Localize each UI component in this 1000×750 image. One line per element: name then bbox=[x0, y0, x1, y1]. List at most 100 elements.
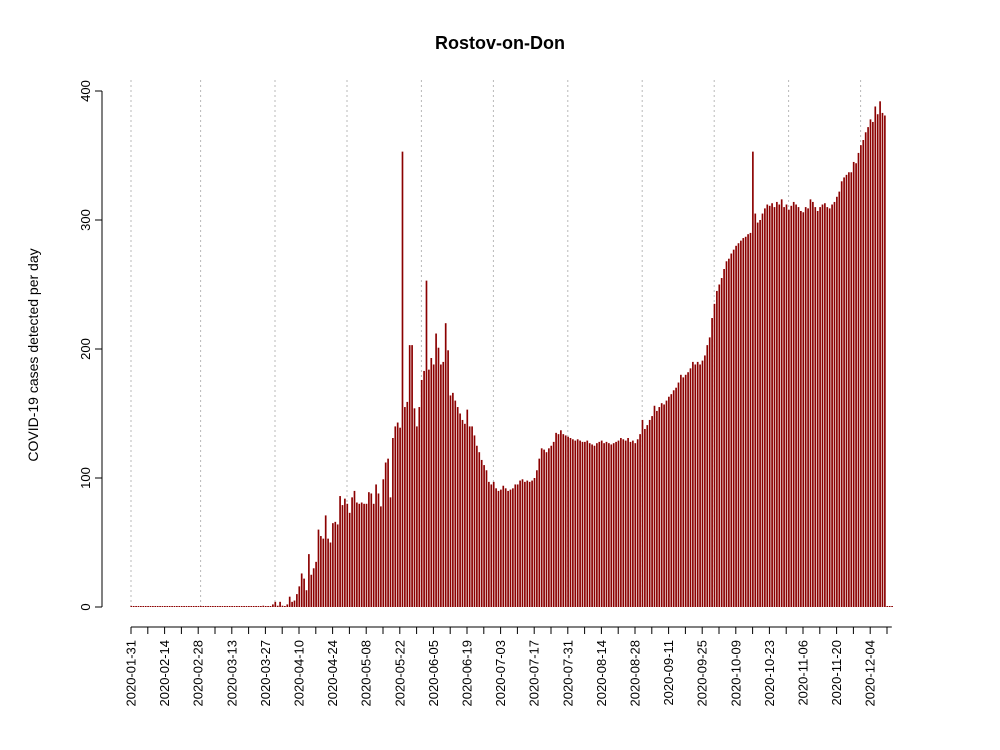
bar bbox=[675, 387, 677, 607]
bar-edge bbox=[271, 606, 273, 607]
bar bbox=[137, 606, 140, 607]
bar bbox=[552, 441, 555, 607]
bar bbox=[660, 403, 663, 607]
bar-edge bbox=[264, 605, 265, 607]
bar-edge bbox=[496, 488, 498, 607]
bar bbox=[608, 443, 610, 607]
bar-edge bbox=[283, 605, 285, 607]
bar bbox=[264, 606, 267, 607]
bar bbox=[576, 439, 579, 607]
bar-edge bbox=[883, 112, 885, 608]
bar-edge bbox=[751, 232, 753, 607]
bar-edge bbox=[765, 208, 767, 607]
bar-edge bbox=[873, 121, 875, 608]
bar bbox=[176, 606, 178, 607]
bar-edge bbox=[832, 204, 834, 607]
bar-edge bbox=[393, 438, 395, 607]
x-tick-label: 2020-01-31 bbox=[124, 640, 139, 707]
bar bbox=[327, 538, 329, 607]
bar bbox=[651, 416, 653, 607]
bar-edge bbox=[816, 207, 817, 607]
bar-edge bbox=[556, 432, 558, 607]
bar-edge bbox=[163, 606, 165, 607]
bar-edge bbox=[588, 440, 589, 607]
bar bbox=[754, 213, 757, 608]
bar-edge bbox=[890, 606, 892, 607]
bar bbox=[300, 573, 303, 607]
bar bbox=[598, 441, 601, 607]
bar-edge bbox=[211, 606, 213, 607]
bar bbox=[629, 441, 632, 607]
bar bbox=[149, 606, 152, 607]
bar bbox=[396, 422, 399, 607]
bar bbox=[663, 404, 665, 607]
bar-edge bbox=[232, 606, 234, 607]
bar-edge bbox=[213, 606, 215, 607]
bar-edge bbox=[345, 498, 347, 607]
bar bbox=[857, 152, 860, 608]
bar-edge bbox=[585, 441, 587, 607]
bar bbox=[828, 208, 831, 607]
bar-edge bbox=[734, 249, 736, 608]
bar bbox=[668, 396, 670, 607]
bar bbox=[336, 524, 339, 607]
bar bbox=[286, 604, 289, 607]
bar bbox=[488, 481, 490, 607]
bar-edge bbox=[326, 515, 328, 607]
bar bbox=[742, 238, 745, 607]
bar-edge bbox=[518, 484, 520, 607]
bar-edge bbox=[321, 536, 323, 607]
bar bbox=[135, 606, 137, 607]
bar bbox=[617, 440, 620, 607]
bar bbox=[752, 151, 754, 607]
bar bbox=[166, 606, 169, 607]
bar bbox=[831, 204, 833, 607]
bar bbox=[238, 606, 241, 607]
bar-edge bbox=[784, 207, 786, 607]
bar-edge bbox=[686, 374, 688, 607]
bar bbox=[288, 596, 291, 607]
bar bbox=[497, 490, 500, 607]
bar-edge bbox=[561, 430, 563, 607]
x-tick-label: 2020-11-20 bbox=[829, 640, 844, 706]
bar-edge bbox=[607, 441, 609, 607]
bar-edge bbox=[249, 606, 251, 607]
x-tick-label: 2020-02-28 bbox=[191, 640, 206, 707]
bar bbox=[569, 438, 572, 607]
x-tick-label: 2020-05-08 bbox=[359, 640, 374, 707]
bar bbox=[531, 480, 533, 607]
bar bbox=[284, 606, 286, 607]
bar-edge bbox=[444, 361, 445, 607]
bar-edge bbox=[235, 606, 237, 607]
bar-edge bbox=[559, 434, 561, 607]
bar-edge bbox=[861, 145, 863, 607]
bar-edge bbox=[501, 489, 503, 607]
bar-edge bbox=[367, 503, 369, 607]
bar-edge bbox=[624, 439, 625, 607]
bar bbox=[272, 604, 274, 607]
bar-edge bbox=[636, 443, 637, 607]
bar-edge bbox=[511, 489, 513, 607]
bar-edge bbox=[775, 207, 777, 607]
bar-edge bbox=[348, 503, 349, 607]
bar-edge bbox=[626, 440, 628, 607]
bar-edge bbox=[600, 441, 601, 607]
bar bbox=[687, 372, 689, 607]
bar-edge bbox=[312, 574, 313, 607]
bar-edge bbox=[576, 440, 577, 607]
bar bbox=[392, 438, 394, 607]
bar-edge bbox=[648, 425, 649, 607]
bar bbox=[164, 606, 166, 607]
bar-edge bbox=[196, 606, 198, 607]
bar-edge bbox=[441, 364, 443, 607]
bar-edge bbox=[856, 163, 858, 608]
bar bbox=[360, 502, 363, 607]
bar-edge bbox=[674, 390, 676, 607]
bar-edge bbox=[141, 606, 143, 607]
bar bbox=[564, 435, 567, 607]
bar-edge bbox=[355, 490, 357, 607]
bar bbox=[826, 207, 829, 607]
bar bbox=[807, 208, 809, 607]
bar bbox=[389, 497, 392, 607]
